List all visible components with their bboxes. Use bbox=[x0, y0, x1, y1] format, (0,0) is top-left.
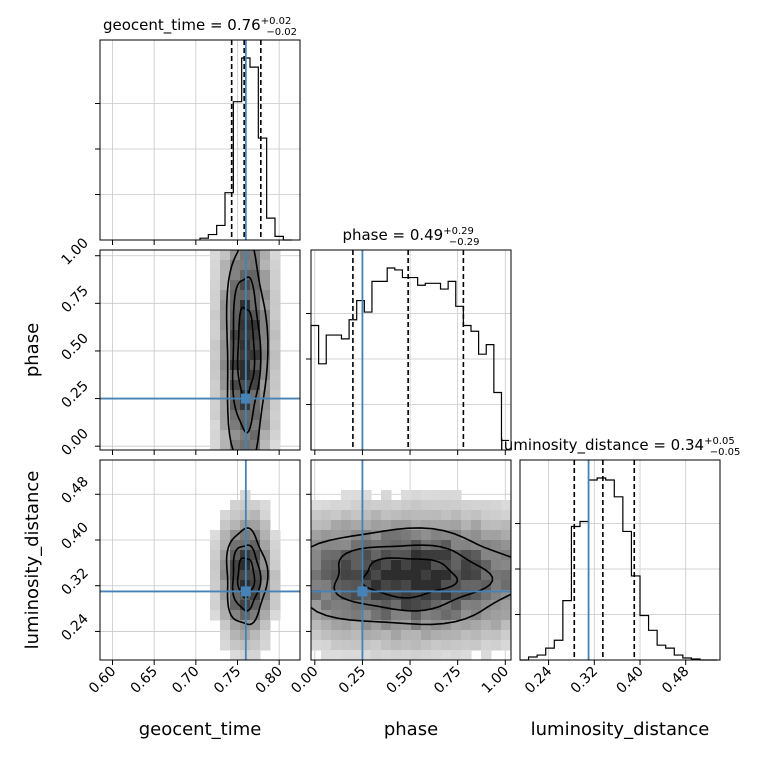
panel-bg-2-2 bbox=[520, 460, 720, 660]
truth-marker-2-0 bbox=[240, 586, 251, 597]
xaxis-label-geocent_time: geocent_time bbox=[139, 719, 262, 740]
ytick-label-1-4: 1.00 bbox=[58, 235, 91, 268]
xtick-label-1-4: 1.00 bbox=[479, 664, 512, 697]
xtick-label-1-1: 0.25 bbox=[336, 664, 369, 697]
panel-title-phase: phase = 0.49+0.29 −0.29 bbox=[342, 226, 479, 248]
ytick-label-1-1: 0.25 bbox=[58, 378, 91, 411]
xtick-label-2-2: 0.40 bbox=[613, 664, 646, 697]
panel-border-1-0 bbox=[99, 249, 301, 451]
xtick-label-0-3: 0.75 bbox=[211, 664, 244, 697]
xaxis-label-phase: phase bbox=[384, 719, 438, 740]
contour-1-0-1 bbox=[231, 276, 262, 434]
panel-border-2-2 bbox=[519, 459, 721, 661]
density-phase-luminosity_distance bbox=[311, 490, 511, 660]
contour-2-0-1 bbox=[231, 544, 262, 612]
yaxis-label-phase: phase bbox=[22, 323, 43, 377]
xtick-label-2-0: 0.24 bbox=[522, 663, 555, 696]
ytick-label-2-2: 0.40 bbox=[58, 519, 91, 552]
xtick-label-2-3: 0.48 bbox=[659, 664, 692, 697]
contour-1-0-2 bbox=[225, 250, 269, 450]
ytick-label-2-3: 0.48 bbox=[58, 474, 91, 507]
histogram-luminosity_distance bbox=[520, 477, 718, 661]
xtick-label-0-1: 0.65 bbox=[128, 664, 161, 697]
xtick-label-1-3: 0.75 bbox=[431, 664, 464, 697]
panel-bg-1-1 bbox=[311, 250, 511, 450]
xaxis-label-luminosity_distance: luminosity_distance bbox=[531, 719, 710, 740]
panel-title-geocent_time: geocent_time = 0.76+0.02 −0.02 bbox=[103, 16, 297, 38]
ytick-label-2-1: 0.32 bbox=[58, 565, 91, 598]
yaxis-label-luminosity_distance: luminosity_distance bbox=[22, 471, 43, 650]
panel-border-0-0 bbox=[99, 39, 301, 241]
panel-border-2-0 bbox=[99, 459, 301, 661]
xtick-label-0-0: 0.60 bbox=[86, 664, 119, 697]
contour-2-1-0 bbox=[361, 557, 459, 599]
ytick-label-1-2: 0.50 bbox=[58, 330, 91, 363]
xtick-label-0-2: 0.70 bbox=[169, 664, 202, 697]
contour-2-1-2 bbox=[311, 527, 511, 626]
panel-title-luminosity_distance: luminosity_distance = 0.34+0.05 −0.05 bbox=[500, 436, 741, 458]
panel-bg-0-0 bbox=[100, 40, 300, 240]
xtick-label-1-0: 0.00 bbox=[288, 664, 321, 697]
panel-border-2-1 bbox=[310, 459, 512, 661]
panel-border-1-1 bbox=[310, 249, 512, 451]
truth-marker-2-1 bbox=[357, 586, 368, 597]
xtick-label-1-2: 0.50 bbox=[384, 664, 417, 697]
xtick-label-2-1: 0.32 bbox=[568, 664, 601, 697]
ytick-label-1-0: 0.00 bbox=[58, 426, 91, 459]
contour-2-1-1 bbox=[333, 544, 494, 612]
contour-1-0-0 bbox=[236, 306, 256, 403]
truth-marker-1-0 bbox=[240, 393, 251, 404]
contour-2-0-2 bbox=[225, 527, 269, 626]
ytick-label-1-3: 0.75 bbox=[58, 283, 91, 316]
ytick-label-2-0: 0.24 bbox=[58, 611, 91, 644]
xtick-label-0-4: 0.80 bbox=[253, 664, 286, 697]
histogram-geocent_time bbox=[199, 57, 292, 241]
histogram-phase bbox=[310, 267, 510, 450]
